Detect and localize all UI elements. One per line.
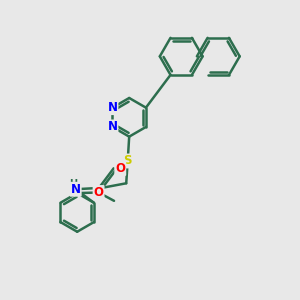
Text: S: S [124,154,132,167]
Text: O: O [115,162,125,175]
Text: N: N [71,183,81,196]
Text: N: N [107,101,118,114]
Text: N: N [107,121,118,134]
Text: O: O [94,186,103,199]
Text: H: H [69,179,77,189]
